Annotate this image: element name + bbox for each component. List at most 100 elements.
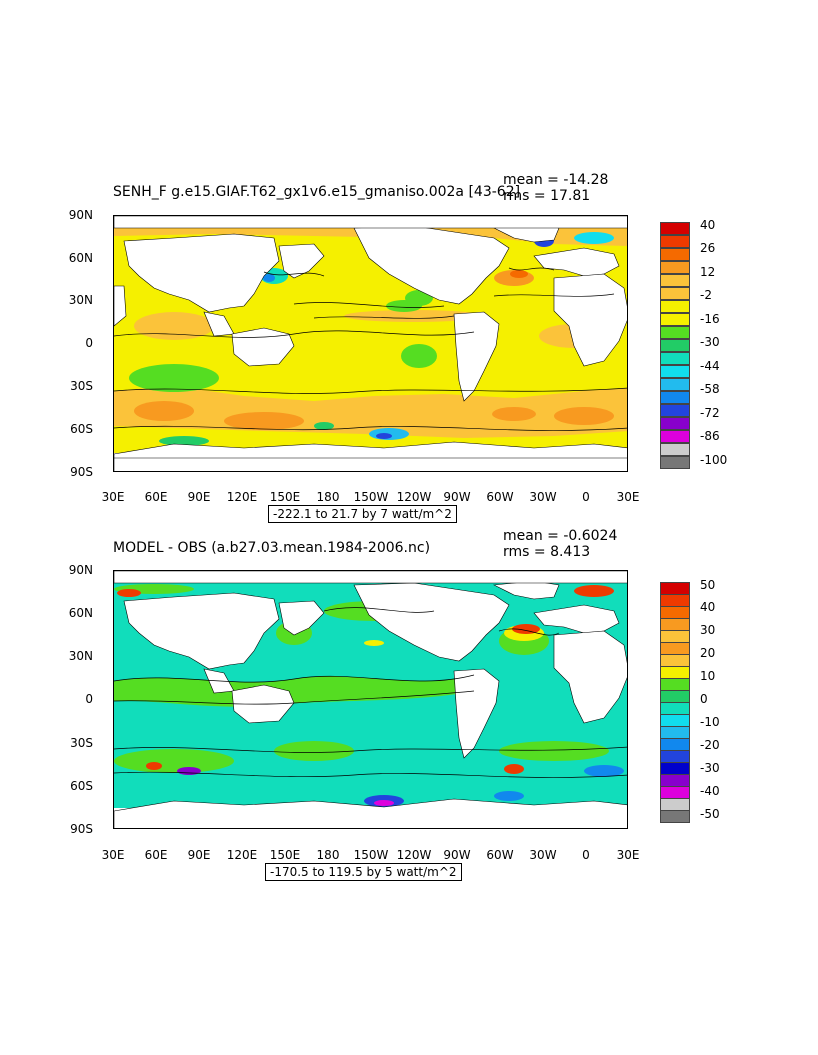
lat-label: 0	[85, 692, 93, 706]
lon-label: 180	[316, 490, 340, 504]
patch-teal-tasman	[314, 422, 334, 430]
colorbar-swatch	[660, 417, 690, 430]
lon-label: 30W	[529, 490, 557, 504]
colorbar-label: 50	[700, 578, 716, 592]
colorbar-swatch	[660, 352, 690, 365]
colorbar-swatch	[660, 430, 690, 443]
lat-label: 90S	[70, 822, 93, 836]
senh-flux-map-panel: SENH_F g.e15.GIAF.T62_gx1v6.e15_gmaniso.…	[0, 160, 818, 523]
colorbar-label: -30	[700, 335, 720, 349]
continents	[114, 216, 627, 471]
contour-line	[114, 330, 475, 338]
antarctica	[114, 455, 627, 471]
contour-line	[114, 746, 627, 753]
lat-label: 30S	[70, 736, 93, 750]
colorbar-label: -86	[700, 429, 720, 443]
lon-label: 30E	[616, 490, 640, 504]
lat-label: 60S	[70, 779, 93, 793]
anomaly-blue-south-atlantic	[584, 765, 624, 777]
contour-lines	[114, 267, 627, 431]
eurasia	[123, 233, 280, 313]
lon-label: 30W	[529, 848, 557, 862]
mean-label: mean = -14.28	[503, 172, 609, 188]
colorbar-label: -20	[700, 738, 720, 752]
contour-line	[114, 425, 627, 431]
map-frame	[113, 570, 628, 829]
patch-indian-tropics	[134, 312, 214, 340]
mean-label: mean = -0.6024	[503, 528, 618, 544]
lat-label: 30N	[68, 649, 93, 663]
anomaly-red-barents	[117, 589, 141, 597]
patch-argentina	[492, 407, 536, 421]
continents	[114, 571, 627, 828]
patch-antarctic-green	[159, 436, 209, 446]
colorbar-swatch	[660, 391, 690, 404]
contour-line	[114, 387, 627, 394]
contour-line	[493, 293, 615, 297]
lon-label: 180	[316, 848, 340, 862]
rms-label: rms = 8.413	[503, 544, 591, 560]
contour-lines	[114, 607, 627, 778]
north-america	[353, 582, 510, 662]
rms-label: rms = 17.81	[503, 188, 591, 204]
lon-label: 150W	[353, 490, 389, 504]
contour-line	[114, 771, 627, 778]
lon-label: 90E	[187, 490, 211, 504]
contour-line	[498, 628, 560, 636]
colorbar-swatch	[660, 222, 690, 235]
lon-label: 60W	[486, 848, 514, 862]
lat-label: 0	[85, 336, 93, 350]
colorbar-swatch	[660, 326, 690, 339]
colorbar-label: -44	[700, 359, 720, 373]
lon-label: 0	[582, 490, 590, 504]
model-minus-obs-map-panel: MODEL - OBS (a.b27.03.mean.1984-2006.nc)…	[0, 520, 818, 885]
lon-label: 30E	[616, 848, 640, 862]
lon-label: 60E	[144, 490, 168, 504]
colorbar-swatch	[660, 810, 690, 823]
patch-ross-sea-core	[376, 433, 392, 439]
colorbar-label: 0	[700, 692, 708, 706]
lat-label: 90N	[68, 563, 93, 577]
anomaly-red-argentina	[504, 764, 524, 774]
colorbar-swatch	[660, 365, 690, 378]
colorbar-label: -50	[700, 807, 720, 821]
north-america	[353, 225, 510, 305]
lon-label: 150W	[353, 848, 389, 862]
lon-label: 30E	[101, 490, 125, 504]
colorbar-label: -40	[700, 784, 720, 798]
anomaly-magenta-ross	[374, 800, 394, 806]
tropical-band	[114, 675, 474, 707]
colorbar-label: -58	[700, 382, 720, 396]
africa	[553, 630, 627, 724]
colorbar-label: 30	[700, 623, 716, 637]
field-map	[114, 216, 627, 471]
patch-indian-south	[134, 401, 194, 421]
contour-line	[508, 267, 555, 271]
colorbar-label: -30	[700, 761, 720, 775]
southern-indian-green	[114, 749, 234, 773]
southern-atlantic-green	[499, 741, 609, 761]
map-title: SENH_F g.e15.GIAF.T62_gx1v6.e15_gmaniso.…	[113, 184, 521, 200]
contour-line	[114, 674, 475, 683]
contour-line	[313, 315, 455, 319]
anomaly-purple-indian	[177, 767, 201, 775]
colorbar-swatch	[660, 443, 690, 456]
anomaly-red-gulf-stream	[512, 624, 540, 634]
contour-line	[263, 271, 325, 277]
colorbar-swatch	[660, 300, 690, 313]
colorbar-label: -10	[700, 715, 720, 729]
colorbar-label: -2	[700, 288, 712, 302]
lat-label: 60N	[68, 606, 93, 620]
lon-label: 120W	[396, 848, 432, 862]
colorbar-label: -100	[700, 453, 728, 467]
map-title: MODEL - OBS (a.b27.03.mean.1984-2006.nc)	[113, 540, 431, 556]
colorbar-label: -16	[700, 312, 720, 326]
contour-line	[114, 690, 475, 705]
colorbar-swatch	[660, 287, 690, 300]
colorbar-swatch	[660, 404, 690, 417]
lon-label: 30E	[101, 848, 125, 862]
lon-label: 60E	[144, 848, 168, 862]
lat-label: 60S	[70, 422, 93, 436]
colorbar-label: 12	[700, 265, 716, 279]
patch-green-south-pacific	[401, 344, 437, 368]
